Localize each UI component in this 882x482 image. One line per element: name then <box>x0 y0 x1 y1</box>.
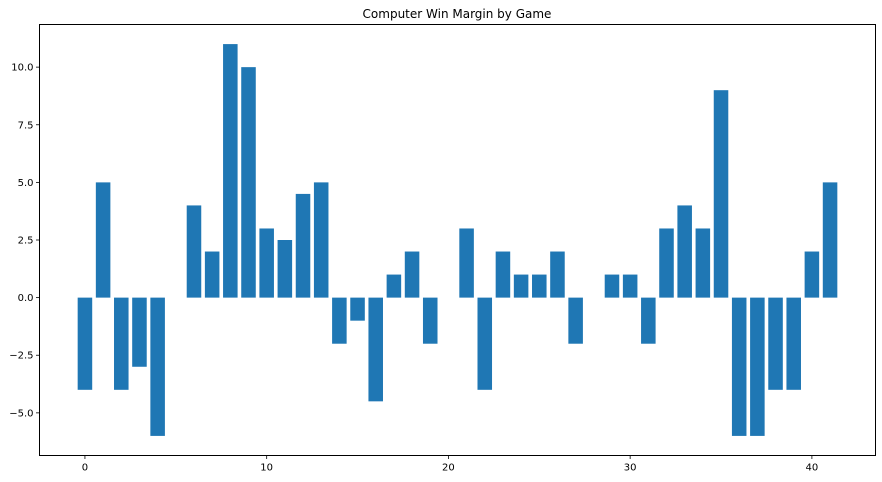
y-tick-label: 0.0 <box>18 293 34 304</box>
bars-group <box>77 44 838 436</box>
bar-game-21 <box>459 228 474 298</box>
y-tick-label: −5.0 <box>9 408 33 419</box>
y-tick-label: 5.0 <box>18 178 34 189</box>
bar-game-31 <box>641 297 656 344</box>
bar-game-13 <box>313 182 329 298</box>
bar-game-12 <box>295 193 311 298</box>
bar-game-32 <box>659 228 674 298</box>
bar-game-30 <box>622 274 638 298</box>
y-tick-label: 2.5 <box>18 236 34 247</box>
bar-game-4 <box>150 297 165 436</box>
bar-game-25 <box>532 274 547 298</box>
bar-game-36 <box>731 297 747 436</box>
bar-game-40 <box>804 251 820 298</box>
bar-game-29 <box>604 274 620 298</box>
bar-game-15 <box>350 297 365 321</box>
bar-game-0 <box>77 297 93 390</box>
bar-game-9 <box>241 67 256 298</box>
bar-game-16 <box>368 297 383 402</box>
bar-game-1 <box>95 182 111 298</box>
bar-game-17 <box>386 274 402 298</box>
bar-game-14 <box>332 297 347 344</box>
bar-game-2 <box>114 297 129 390</box>
bar-game-6 <box>186 205 202 298</box>
plot-frame <box>39 24 876 456</box>
x-tick-label: 40 <box>806 463 819 474</box>
x-tick-label: 10 <box>260 463 273 474</box>
y-tick-label: −2.5 <box>9 351 33 362</box>
bar-game-37 <box>750 297 765 436</box>
bar-game-34 <box>695 228 711 298</box>
bar-game-24 <box>513 274 529 298</box>
bar-game-23 <box>495 251 511 298</box>
y-tick-label: 10.0 <box>11 63 33 74</box>
bar-game-19 <box>422 297 438 344</box>
bar-game-8 <box>223 44 238 298</box>
bar-game-10 <box>259 228 274 298</box>
bar-game-33 <box>677 205 692 298</box>
chart-title: Computer Win Margin by Game <box>363 7 552 21</box>
x-tick-label: 30 <box>624 463 637 474</box>
bar-game-7 <box>204 251 220 298</box>
bar-game-38 <box>768 297 783 390</box>
bar-game-18 <box>404 251 420 298</box>
bar-game-26 <box>550 251 565 298</box>
y-tick-label: 7.5 <box>18 120 34 131</box>
bar-game-22 <box>477 297 493 390</box>
bar-game-27 <box>568 297 583 344</box>
bar-game-35 <box>713 90 729 298</box>
bar-game-3 <box>132 297 147 367</box>
bar-game-41 <box>822 182 838 298</box>
x-tick-label: 0 <box>82 463 88 474</box>
x-tick-label: 20 <box>442 463 455 474</box>
bar-game-11 <box>277 240 293 298</box>
bar-game-39 <box>786 297 801 390</box>
y-axis: −5.0 −2.5 0.0 2.5 5.0 7.5 10.0 <box>9 63 40 419</box>
x-axis: 0 10 20 30 40 <box>82 455 819 474</box>
